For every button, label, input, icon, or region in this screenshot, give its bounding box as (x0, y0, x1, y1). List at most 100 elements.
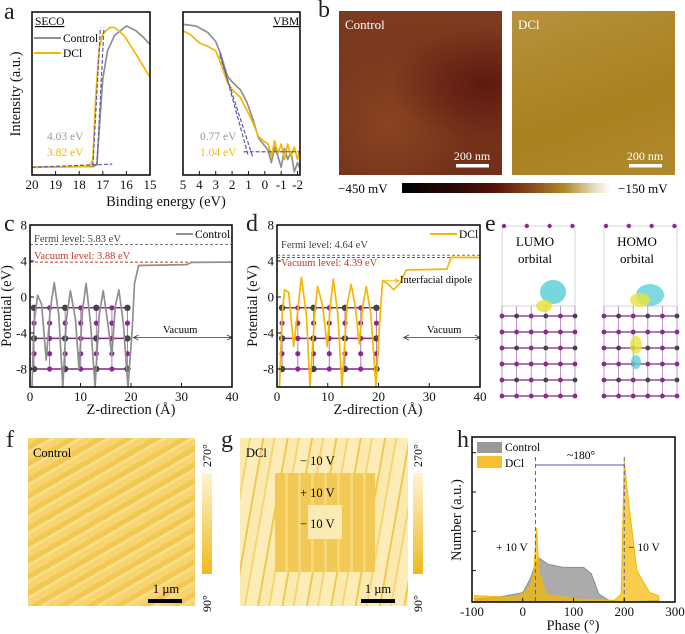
plot-frame (182, 11, 301, 176)
colorbar-max-label: −150 mV (618, 181, 668, 196)
homo-lobe-yellow (630, 293, 650, 307)
kpfm-control-label: Control (345, 17, 385, 32)
series-line-dcl (182, 29, 301, 161)
plus-10v-label: + 10 V (496, 542, 529, 554)
x-tick-label: 17 (96, 177, 110, 192)
homo-label: HOMO (617, 234, 657, 249)
y-tick-label: 0 (268, 290, 275, 305)
fit-line (31, 163, 113, 168)
iodine-atom (672, 223, 677, 229)
x-tick-label: 18 (73, 177, 86, 192)
lumo-lobe-cyan (540, 280, 566, 304)
pfm-control-label: Control (33, 446, 72, 460)
colorbar-min-label: −450 mV (338, 181, 388, 196)
phase-shift-label: ~180° (567, 450, 595, 462)
x-tick-label: 30 (423, 389, 436, 404)
chart-3: 0 10 20 30 40 -8 -4 0 4 8 (263, 218, 486, 405)
legend-swatch-dcl-h (477, 456, 502, 468)
x-tick-label: 20 (26, 177, 39, 192)
colorbar-max-f: 270° (200, 444, 214, 467)
y-tick-label: -8 (16, 362, 27, 377)
x-tick-label: 0 (520, 604, 527, 619)
series-line-dcl (278, 256, 481, 388)
panel-label-f: f (6, 427, 14, 453)
seco-title: SECO (35, 16, 64, 28)
series-line-control (182, 23, 300, 173)
chart-1: 5 4 3 2 1 0 -1 -2 (180, 11, 303, 192)
y-tick-label: -4 (263, 326, 274, 341)
x-tick-label: 0 (27, 389, 34, 404)
legend-label-control-h: Control (505, 442, 540, 454)
x-tick-label: 0 (262, 177, 269, 192)
chart-0: 20 19 18 17 16 15 (26, 11, 157, 192)
kpfm-control-image (339, 11, 502, 175)
kpfm-dcl-label: DCl (518, 17, 540, 32)
interfacial-dipole-label: Interfacial dipole (400, 275, 472, 286)
x-tick-label: 40 (226, 389, 239, 404)
panel-d-x-axis-label: Z-direction (Å) (334, 402, 423, 418)
x-tick-label: 15 (144, 177, 157, 192)
homo-lobe-yellow (630, 336, 642, 354)
kpfm-colorbar (402, 183, 611, 193)
kpfm-dcl-image (512, 11, 675, 175)
x-tick-label: 2 (229, 177, 236, 192)
colorbar-min-g: 90° (411, 595, 425, 612)
legend-label-dcl: DCl (63, 48, 82, 60)
lumo-lobe-yellow (536, 300, 552, 312)
y-tick-label: -4 (16, 326, 27, 341)
y-tick-label: -8 (263, 362, 274, 377)
outer-bias-label: − 10 V (300, 454, 335, 468)
x-tick-label: 10 (321, 389, 334, 404)
seco-control-value: 4.03 eV (47, 131, 84, 143)
scale-bar-label-f: 1 µm (153, 582, 180, 596)
panel-c-x-axis-label: Z-direction (Å) (87, 402, 176, 418)
x-tick-label: 20 (372, 389, 385, 404)
panel-label-h: h (457, 427, 469, 453)
poled-region-minus-10v (308, 505, 342, 539)
panel-label-d: d (246, 211, 258, 237)
scale-bar-label-dcl: 200 nm (627, 149, 664, 163)
legend-label-dcl-h: DCl (505, 458, 524, 470)
x-tick-label: 4 (196, 177, 203, 192)
panel-label-b: b (318, 0, 330, 23)
legend-label-control-c: Control (195, 229, 230, 241)
x-tick-label: 3 (212, 177, 219, 192)
series-line-dcl (31, 26, 151, 169)
x-tick-label: 10 (74, 389, 87, 404)
minus-10v-label: − 10 V (628, 542, 661, 554)
iodine-atom (649, 223, 654, 229)
x-tick-label: 300 (665, 604, 685, 619)
scale-bar-label-control: 200 nm (454, 149, 491, 163)
plot-frame (31, 11, 151, 176)
inner-bias-label: − 10 V (300, 517, 335, 531)
iodine-atom (626, 223, 632, 229)
middle-bias-label: + 10 V (300, 486, 335, 500)
x-tick-label: 5 (180, 177, 187, 192)
y-tick-label: 4 (268, 254, 275, 269)
pfm-colorbar-g (413, 473, 423, 574)
x-tick-label: 200 (615, 604, 635, 619)
panel-label-g: g (221, 427, 233, 453)
colorbar-max-g: 270° (411, 444, 425, 467)
y-tick-label: 0 (21, 290, 28, 305)
scale-bar-control (456, 164, 489, 168)
pfm-control-image (28, 438, 195, 606)
seco-dcl-value: 3.82 eV (47, 147, 84, 159)
homo-lobe-cyan (631, 355, 641, 369)
vacuum-level-label-d: Vacuum level: 4.39 eV (281, 258, 378, 269)
homo-orbital-label: orbital (620, 251, 654, 266)
x-tick-label: 40 (474, 389, 487, 404)
lumo-orbital-label: orbital (518, 251, 552, 266)
x-tick-label: 19 (49, 177, 62, 192)
scale-bar-f (148, 599, 182, 603)
series-line-control (31, 261, 233, 388)
panel-label-a: a (4, 0, 15, 25)
panel-c-y-axis-label: Potential (eV) (0, 265, 15, 347)
scale-bar-dcl (629, 164, 662, 168)
lumo-label: LUMO (516, 234, 554, 249)
vbm-dcl-value: 1.04 eV (200, 147, 237, 159)
x-tick-label: -2 (292, 177, 303, 192)
arrow-head (394, 278, 400, 284)
